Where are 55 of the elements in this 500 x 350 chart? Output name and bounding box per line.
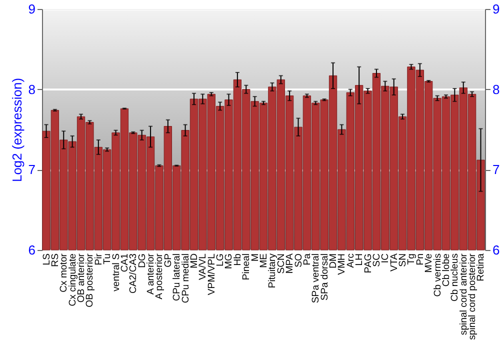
x-tick-label: CPu medial — [180, 254, 192, 304]
x-tick-label: SPa ventral — [310, 254, 322, 304]
x-tick-label: Retina — [476, 252, 487, 282]
x-tick-label: CA2/CA3 — [128, 254, 140, 294]
y2-tick-label: 7 — [492, 162, 500, 178]
y-tick-label: 9 — [28, 2, 36, 16]
x-tick-label: Pineal — [241, 254, 252, 280]
x-tick-label: LH — [354, 253, 366, 266]
x-tick-label: MPA — [284, 252, 296, 274]
y2-tick-label: 6 — [492, 242, 500, 258]
x-tick-label: Cb vermis — [432, 253, 444, 297]
x-tick-label: Cx motor — [58, 252, 70, 292]
x-tick-label: Hb — [232, 254, 244, 266]
x-tick-label: Pir — [93, 252, 104, 266]
y2-tick-label: 8 — [492, 82, 500, 97]
x-tick-label: VTA — [388, 252, 400, 272]
x-tick-label: RS — [50, 254, 61, 267]
x-tick-label: CA1 — [119, 254, 130, 272]
x-tick-label: Pituitary — [267, 253, 278, 288]
x-tick-label: IC — [380, 253, 392, 264]
x-tick-label: VA/VL — [198, 252, 209, 280]
x-tick-label: DG — [136, 254, 148, 268]
x-tick-label: A posterior — [154, 252, 166, 300]
x-tick-label: spinal cord anterior — [458, 252, 470, 336]
x-tick-label: GP — [162, 254, 174, 268]
x-tick-label: PAG — [362, 254, 374, 274]
x-tick-label: VPM/VPL — [206, 252, 218, 296]
x-tick-label: LS — [41, 254, 52, 266]
x-tick-label: MD — [188, 253, 200, 268]
y-axis-title: Log2 (expression) — [9, 78, 24, 182]
x-tick-label: OB posterior — [84, 252, 96, 308]
x-tick-label: SC — [371, 253, 382, 267]
x-tick-label: M — [250, 254, 261, 262]
y2-tick-label: 9 — [492, 2, 500, 16]
x-tick-label: MG — [224, 254, 235, 269]
x-tick-label: SPa dorsal — [319, 254, 330, 300]
x-tick-label: VMH — [336, 253, 348, 275]
x-tick-label: ME — [258, 254, 270, 268]
x-tick-label: SCN — [276, 253, 287, 274]
x-tick-label: Tu — [102, 254, 114, 264]
x-tick-label: Tg — [406, 254, 418, 265]
y-tick-label: 6 — [28, 242, 36, 258]
x-tick-label: Cb nucleus — [450, 253, 461, 302]
x-tick-label: MVe — [424, 254, 435, 273]
x-tick-label: Arc — [345, 253, 356, 268]
x-tick-label: Cb lobe — [440, 254, 452, 287]
x-tick-label: Pn — [414, 254, 426, 266]
x-tick-label: SO — [293, 254, 304, 268]
x-tick-label: Cx cingulate — [67, 254, 78, 306]
x-tick-label: CPu lateral — [172, 254, 183, 301]
y-tick-label: 7 — [28, 162, 36, 178]
x-tick-label: spinal cord posterior — [467, 252, 478, 340]
x-tick-label: ventral S — [110, 254, 122, 292]
x-tick-label: Pa — [302, 252, 313, 266]
y-tick-label: 8 — [28, 82, 36, 97]
